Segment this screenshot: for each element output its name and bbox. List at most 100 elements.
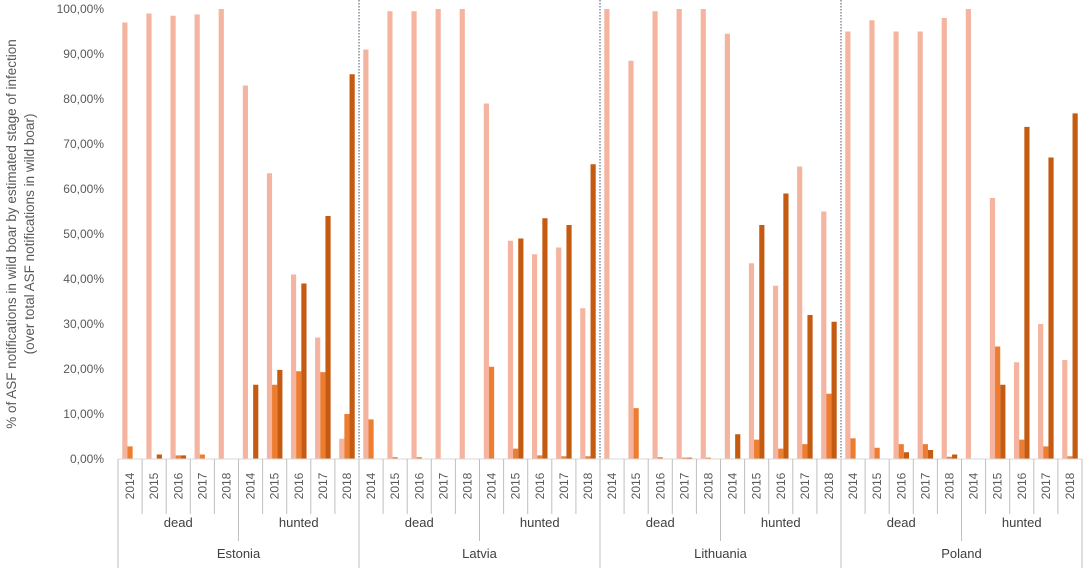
bar bbox=[802, 444, 808, 459]
bar bbox=[301, 283, 307, 459]
bar bbox=[349, 74, 355, 459]
bar bbox=[156, 454, 162, 459]
bar bbox=[700, 9, 706, 459]
bar bbox=[537, 455, 543, 459]
x-axis: 2014 2015 2016 2017 2018 dead 2014 2015 2016 2017… bbox=[117, 458, 1083, 568]
x-type-label: hunted bbox=[1002, 515, 1042, 530]
bar bbox=[797, 166, 803, 459]
bar bbox=[435, 9, 441, 459]
bars bbox=[122, 9, 1078, 460]
y-tick-label: 70,00% bbox=[63, 137, 104, 151]
x-year-label: 2017 bbox=[436, 472, 450, 499]
x-year-label: 2018 bbox=[1063, 472, 1077, 499]
x-year-label: 2015 bbox=[147, 472, 161, 499]
x-year-label: 2018 bbox=[460, 472, 474, 499]
bar bbox=[387, 11, 393, 459]
bar bbox=[518, 238, 524, 459]
bar bbox=[325, 216, 331, 459]
bar bbox=[724, 33, 730, 459]
bar bbox=[218, 9, 224, 459]
bar bbox=[1067, 456, 1073, 459]
y-tick-label: 10,00% bbox=[63, 407, 104, 421]
bar bbox=[633, 408, 639, 459]
bar bbox=[561, 456, 567, 459]
x-year-label: 2016 bbox=[894, 472, 908, 499]
bar bbox=[513, 448, 519, 459]
bar bbox=[296, 371, 302, 459]
x-year-label: 2014 bbox=[967, 472, 981, 499]
bar bbox=[1048, 157, 1054, 459]
bar bbox=[590, 164, 596, 459]
bar bbox=[995, 346, 1001, 459]
bar bbox=[748, 263, 755, 459]
bar bbox=[146, 13, 152, 459]
x-year-label: 2017 bbox=[195, 472, 209, 499]
x-country-label: Estonia bbox=[217, 546, 261, 561]
x-country-label: Lithuania bbox=[694, 546, 748, 561]
bar bbox=[831, 321, 837, 459]
bar bbox=[821, 211, 827, 459]
bar bbox=[459, 9, 465, 459]
bar bbox=[989, 198, 996, 459]
x-year-label: 2016 bbox=[774, 472, 788, 499]
y-tick-label: 50,00% bbox=[63, 227, 104, 241]
y-tick-label: 100,00% bbox=[57, 2, 105, 16]
x-year-label: 2017 bbox=[316, 472, 330, 499]
x-year-label: 2014 bbox=[846, 472, 860, 499]
bar bbox=[392, 457, 398, 459]
bar bbox=[1024, 126, 1030, 460]
bar bbox=[277, 369, 283, 459]
bar bbox=[676, 9, 682, 459]
bar bbox=[874, 447, 880, 459]
bar bbox=[686, 457, 693, 459]
y-axis-title-line-2: (over total ASF notifications in wild bo… bbox=[22, 114, 37, 355]
x-year-label: 2016 bbox=[412, 472, 426, 499]
x-type-label: dead bbox=[646, 515, 675, 530]
bar bbox=[194, 14, 200, 460]
bar bbox=[845, 31, 851, 459]
bar bbox=[127, 446, 133, 459]
x-year-label: 2018 bbox=[340, 472, 354, 499]
bar bbox=[1072, 113, 1078, 460]
bar bbox=[170, 15, 176, 459]
bar bbox=[368, 419, 374, 459]
y-axis: 0,00% 10,00% 20,00% 30,00% 40,00% 50,00% 60,00… bbox=[57, 2, 105, 466]
x-year-label: 2018 bbox=[701, 472, 715, 499]
y-axis-title-line-1: % of ASF notifications in wild boar by e… bbox=[4, 39, 19, 428]
bar bbox=[772, 285, 779, 459]
bar bbox=[556, 247, 562, 459]
x-type-label: dead bbox=[887, 515, 916, 530]
bar bbox=[566, 225, 572, 459]
bar bbox=[199, 454, 205, 459]
x-year-label: 2017 bbox=[918, 472, 932, 499]
bar bbox=[253, 384, 259, 459]
bar bbox=[681, 457, 687, 459]
bar bbox=[242, 85, 248, 459]
x-year-label: 2014 bbox=[244, 472, 258, 499]
bar bbox=[339, 438, 345, 459]
y-tick-label: 80,00% bbox=[63, 92, 104, 106]
bar bbox=[180, 455, 187, 459]
bar bbox=[531, 254, 538, 459]
x-year-label: 2016 bbox=[653, 472, 667, 499]
bar bbox=[898, 444, 904, 459]
bar bbox=[917, 31, 923, 459]
x-year-label: 2014 bbox=[485, 472, 499, 499]
bar bbox=[290, 274, 297, 459]
x-year-label: 2016 bbox=[1015, 472, 1029, 499]
y-tick-label: 90,00% bbox=[63, 47, 104, 61]
bar bbox=[483, 103, 489, 459]
bar bbox=[1038, 324, 1044, 459]
x-year-label: 2014 bbox=[605, 472, 619, 499]
bar bbox=[272, 384, 278, 459]
x-year-label: 2018 bbox=[822, 472, 836, 499]
bar bbox=[344, 414, 350, 459]
bar bbox=[1019, 439, 1025, 459]
bar bbox=[778, 448, 784, 459]
bar bbox=[411, 11, 417, 459]
bar bbox=[315, 337, 321, 459]
x-year-label: 2015 bbox=[991, 472, 1005, 499]
bar bbox=[850, 438, 856, 459]
x-type-label: dead bbox=[405, 515, 434, 530]
